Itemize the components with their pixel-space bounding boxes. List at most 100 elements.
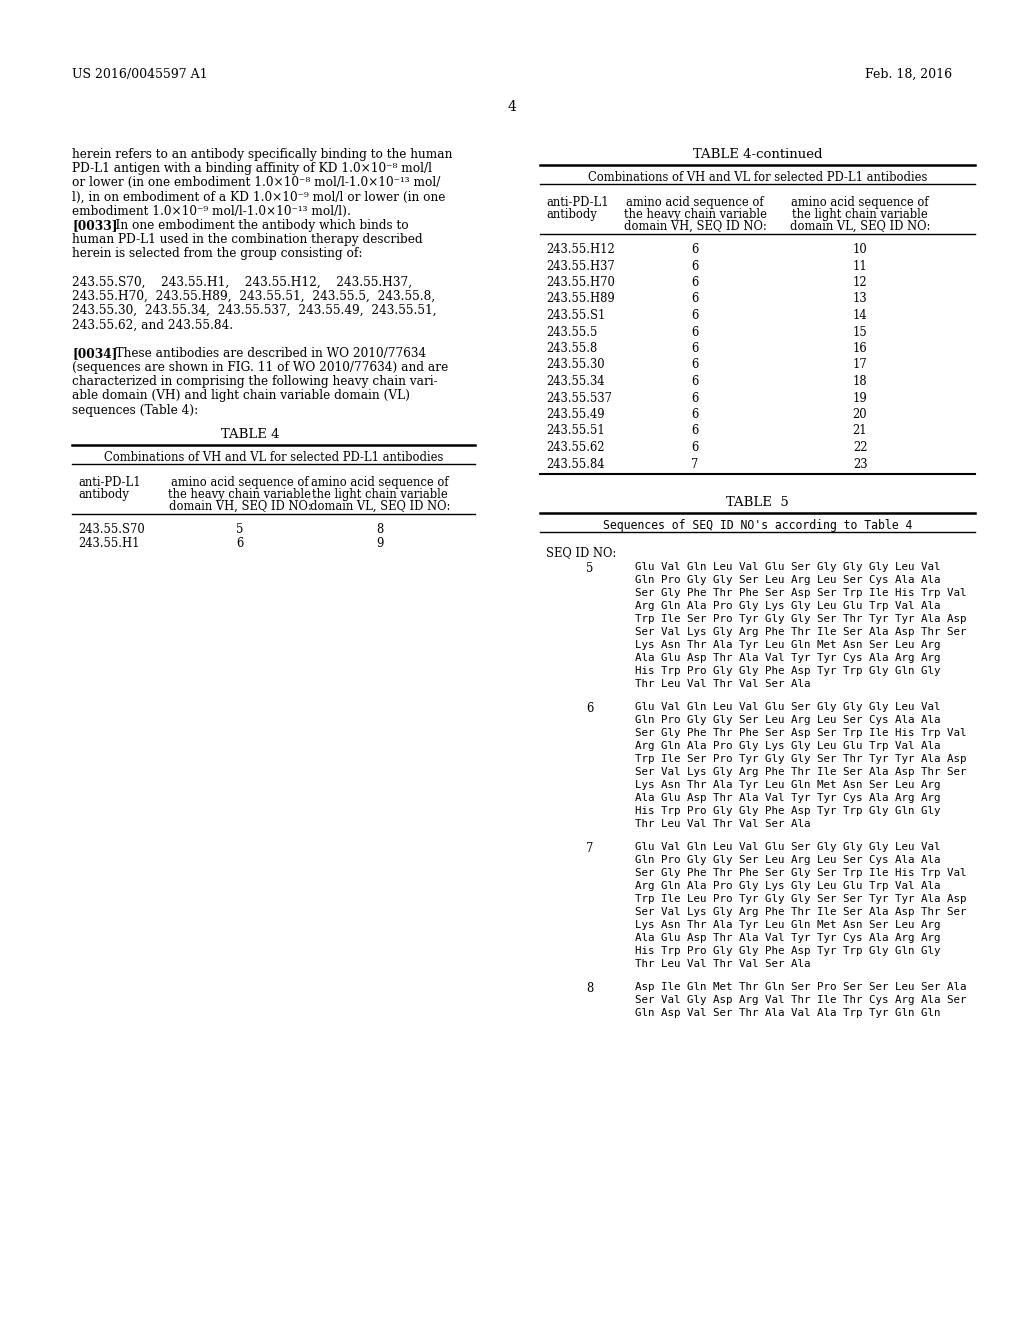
Text: 11: 11: [853, 260, 867, 272]
Text: Ala Glu Asp Thr Ala Val Tyr Tyr Cys Ala Arg Arg: Ala Glu Asp Thr Ala Val Tyr Tyr Cys Ala …: [635, 933, 940, 942]
Text: domain VL, SEQ ID NO:: domain VL, SEQ ID NO:: [790, 220, 930, 234]
Text: embodiment 1.0×10⁻⁹ mol/l-1.0×10⁻¹³ mol/l).: embodiment 1.0×10⁻⁹ mol/l-1.0×10⁻¹³ mol/…: [72, 205, 351, 218]
Text: 15: 15: [853, 326, 867, 338]
Text: Lys Asn Thr Ala Tyr Leu Gln Met Asn Ser Leu Arg: Lys Asn Thr Ala Tyr Leu Gln Met Asn Ser …: [635, 920, 940, 931]
Text: 6: 6: [587, 702, 594, 715]
Text: antibody: antibody: [546, 209, 597, 220]
Text: TABLE 4: TABLE 4: [221, 428, 280, 441]
Text: US 2016/0045597 A1: US 2016/0045597 A1: [72, 69, 208, 81]
Text: 22: 22: [853, 441, 867, 454]
Text: 7: 7: [691, 458, 698, 470]
Text: TABLE  5: TABLE 5: [726, 496, 788, 510]
Text: 243.55.537: 243.55.537: [546, 392, 612, 404]
Text: able domain (VH) and light chain variable domain (VL): able domain (VH) and light chain variabl…: [72, 389, 410, 403]
Text: Ala Glu Asp Thr Ala Val Tyr Tyr Cys Ala Arg Arg: Ala Glu Asp Thr Ala Val Tyr Tyr Cys Ala …: [635, 793, 940, 803]
Text: 17: 17: [853, 359, 867, 371]
Text: l), in on embodiment of a KD 1.0×10⁻⁹ mol/l or lower (in one: l), in on embodiment of a KD 1.0×10⁻⁹ mo…: [72, 190, 445, 203]
Text: Gln Pro Gly Gly Ser Leu Arg Leu Ser Cys Ala Ala: Gln Pro Gly Gly Ser Leu Arg Leu Ser Cys …: [635, 576, 940, 585]
Text: Ser Gly Phe Thr Phe Ser Asp Ser Trp Ile His Trp Val: Ser Gly Phe Thr Phe Ser Asp Ser Trp Ile …: [635, 587, 967, 598]
Text: 243.55.84: 243.55.84: [546, 458, 604, 470]
Text: Arg Gln Ala Pro Gly Lys Gly Leu Glu Trp Val Ala: Arg Gln Ala Pro Gly Lys Gly Leu Glu Trp …: [635, 741, 940, 751]
Text: Gln Asp Val Ser Thr Ala Val Ala Trp Tyr Gln Gln: Gln Asp Val Ser Thr Ala Val Ala Trp Tyr …: [635, 1008, 940, 1018]
Text: Glu Val Gln Leu Val Glu Ser Gly Gly Gly Leu Val: Glu Val Gln Leu Val Glu Ser Gly Gly Gly …: [635, 562, 940, 572]
Text: 18: 18: [853, 375, 867, 388]
Text: 243.55.H37: 243.55.H37: [546, 260, 614, 272]
Text: 6: 6: [691, 293, 698, 305]
Text: Thr Leu Val Thr Val Ser Ala: Thr Leu Val Thr Val Ser Ala: [635, 678, 811, 689]
Text: His Trp Pro Gly Gly Phe Asp Tyr Trp Gly Gln Gly: His Trp Pro Gly Gly Phe Asp Tyr Trp Gly …: [635, 946, 940, 956]
Text: Asp Ile Gln Met Thr Gln Ser Pro Ser Ser Leu Ser Ala: Asp Ile Gln Met Thr Gln Ser Pro Ser Ser …: [635, 982, 967, 993]
Text: 243.55.H70: 243.55.H70: [546, 276, 614, 289]
Text: Gln Pro Gly Gly Ser Leu Arg Leu Ser Cys Ala Ala: Gln Pro Gly Gly Ser Leu Arg Leu Ser Cys …: [635, 855, 940, 865]
Text: 243.55.8: 243.55.8: [546, 342, 597, 355]
Text: 5: 5: [237, 523, 244, 536]
Text: [0034]: [0034]: [72, 347, 118, 360]
Text: Ser Val Lys Gly Arg Phe Thr Ile Ser Ala Asp Thr Ser: Ser Val Lys Gly Arg Phe Thr Ile Ser Ala …: [635, 627, 967, 638]
Text: Arg Gln Ala Pro Gly Lys Gly Leu Glu Trp Val Ala: Arg Gln Ala Pro Gly Lys Gly Leu Glu Trp …: [635, 880, 940, 891]
Text: 6: 6: [691, 392, 698, 404]
Text: Combinations of VH and VL for selected PD-L1 antibodies: Combinations of VH and VL for selected P…: [103, 451, 443, 463]
Text: PD-L1 antigen with a binding affinity of KD 1.0×10⁻⁸ mol/l: PD-L1 antigen with a binding affinity of…: [72, 162, 432, 176]
Text: 243.55.62: 243.55.62: [546, 441, 604, 454]
Text: 6: 6: [691, 375, 698, 388]
Text: 8: 8: [377, 523, 384, 536]
Text: 6: 6: [237, 537, 244, 550]
Text: 243.55.62, and 243.55.84.: 243.55.62, and 243.55.84.: [72, 318, 233, 331]
Text: 20: 20: [853, 408, 867, 421]
Text: amino acid sequence of: amino acid sequence of: [311, 475, 449, 488]
Text: Glu Val Gln Leu Val Glu Ser Gly Gly Gly Leu Val: Glu Val Gln Leu Val Glu Ser Gly Gly Gly …: [635, 702, 940, 711]
Text: 6: 6: [691, 326, 698, 338]
Text: 243.55.H1: 243.55.H1: [78, 537, 139, 550]
Text: 6: 6: [691, 342, 698, 355]
Text: the heavy chain variable: the heavy chain variable: [624, 209, 767, 220]
Text: human PD-L1 used in the combination therapy described: human PD-L1 used in the combination ther…: [72, 234, 423, 247]
Text: Gln Pro Gly Gly Ser Leu Arg Leu Ser Cys Ala Ala: Gln Pro Gly Gly Ser Leu Arg Leu Ser Cys …: [635, 715, 940, 725]
Text: 6: 6: [691, 359, 698, 371]
Text: 16: 16: [853, 342, 867, 355]
Text: characterized in comprising the following heavy chain vari-: characterized in comprising the followin…: [72, 375, 437, 388]
Text: 9: 9: [376, 537, 384, 550]
Text: 243.55.34: 243.55.34: [546, 375, 604, 388]
Text: amino acid sequence of: amino acid sequence of: [627, 195, 764, 209]
Text: domain VH, SEQ ID NO:: domain VH, SEQ ID NO:: [169, 500, 311, 512]
Text: 6: 6: [691, 408, 698, 421]
Text: Trp Ile Ser Pro Tyr Gly Gly Ser Thr Tyr Tyr Ala Asp: Trp Ile Ser Pro Tyr Gly Gly Ser Thr Tyr …: [635, 754, 967, 764]
Text: 6: 6: [691, 309, 698, 322]
Text: 10: 10: [853, 243, 867, 256]
Text: 243.55.H89: 243.55.H89: [546, 293, 614, 305]
Text: 4: 4: [508, 100, 516, 114]
Text: amino acid sequence of: amino acid sequence of: [171, 475, 309, 488]
Text: 243.55.51: 243.55.51: [546, 425, 605, 437]
Text: domain VH, SEQ ID NO:: domain VH, SEQ ID NO:: [624, 220, 766, 234]
Text: Thr Leu Val Thr Val Ser Ala: Thr Leu Val Thr Val Ser Ala: [635, 818, 811, 829]
Text: 243.55.S70: 243.55.S70: [78, 523, 144, 536]
Text: His Trp Pro Gly Gly Phe Asp Tyr Trp Gly Gln Gly: His Trp Pro Gly Gly Phe Asp Tyr Trp Gly …: [635, 807, 940, 816]
Text: 12: 12: [853, 276, 867, 289]
Text: 243.55.S70,    243.55.H1,    243.55.H12,    243.55.H37,: 243.55.S70, 243.55.H1, 243.55.H12, 243.5…: [72, 276, 412, 289]
Text: 243.55.30: 243.55.30: [546, 359, 604, 371]
Text: Combinations of VH and VL for selected PD-L1 antibodies: Combinations of VH and VL for selected P…: [588, 172, 927, 183]
Text: 6: 6: [691, 425, 698, 437]
Text: Glu Val Gln Leu Val Glu Ser Gly Gly Gly Leu Val: Glu Val Gln Leu Val Glu Ser Gly Gly Gly …: [635, 842, 940, 851]
Text: TABLE 4-continued: TABLE 4-continued: [693, 148, 822, 161]
Text: 243.55.5: 243.55.5: [546, 326, 597, 338]
Text: Feb. 18, 2016: Feb. 18, 2016: [865, 69, 952, 81]
Text: Thr Leu Val Thr Val Ser Ala: Thr Leu Val Thr Val Ser Ala: [635, 960, 811, 969]
Text: 8: 8: [587, 982, 594, 995]
Text: In one embodiment the antibody which binds to: In one embodiment the antibody which bin…: [100, 219, 410, 232]
Text: Ser Val Gly Asp Arg Val Thr Ile Thr Cys Arg Ala Ser: Ser Val Gly Asp Arg Val Thr Ile Thr Cys …: [635, 995, 967, 1005]
Text: anti-PD-L1: anti-PD-L1: [546, 195, 608, 209]
Text: 14: 14: [853, 309, 867, 322]
Text: His Trp Pro Gly Gly Phe Asp Tyr Trp Gly Gln Gly: His Trp Pro Gly Gly Phe Asp Tyr Trp Gly …: [635, 667, 940, 676]
Text: 23: 23: [853, 458, 867, 470]
Text: 7: 7: [587, 842, 594, 855]
Text: 243.55.30,  243.55.34,  243.55.537,  243.55.49,  243.55.51,: 243.55.30, 243.55.34, 243.55.537, 243.55…: [72, 304, 436, 317]
Text: Ser Val Lys Gly Arg Phe Thr Ile Ser Ala Asp Thr Ser: Ser Val Lys Gly Arg Phe Thr Ile Ser Ala …: [635, 767, 967, 777]
Text: Lys Asn Thr Ala Tyr Leu Gln Met Asn Ser Leu Arg: Lys Asn Thr Ala Tyr Leu Gln Met Asn Ser …: [635, 640, 940, 649]
Text: 5: 5: [587, 562, 594, 576]
Text: amino acid sequence of: amino acid sequence of: [792, 195, 929, 209]
Text: herein is selected from the group consisting of:: herein is selected from the group consis…: [72, 247, 362, 260]
Text: 6: 6: [691, 243, 698, 256]
Text: [0033]: [0033]: [72, 219, 118, 232]
Text: 19: 19: [853, 392, 867, 404]
